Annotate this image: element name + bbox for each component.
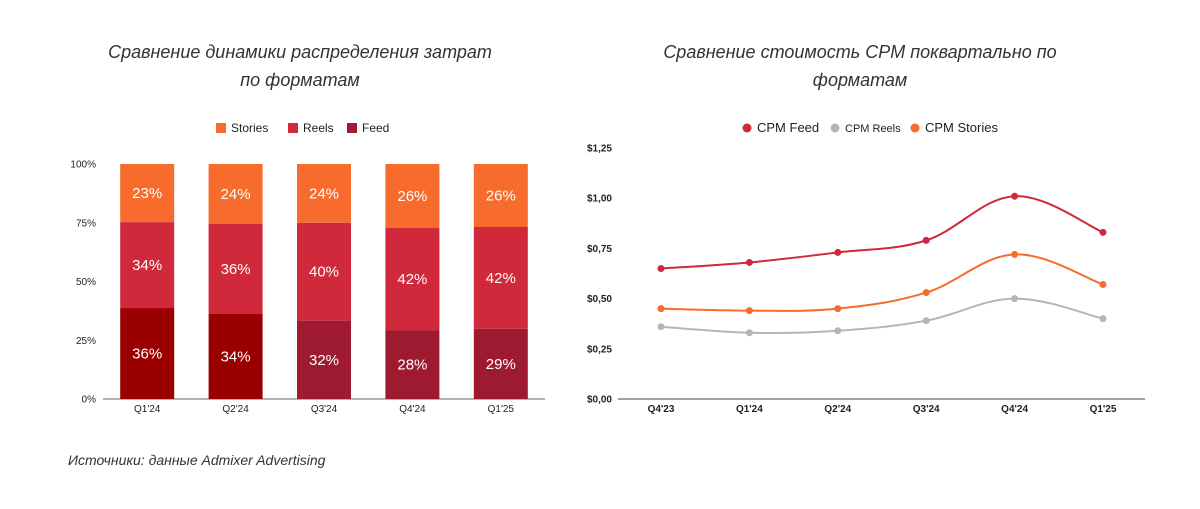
data-point-cpm-stories (657, 305, 665, 313)
legend-swatch-cpm-stories (910, 123, 920, 133)
y-tick-label: 0% (82, 395, 97, 406)
legend-label-stories: Stories (231, 121, 268, 135)
data-point-cpm-feed (834, 248, 842, 256)
series-line-cpm-reels (660, 297, 1104, 335)
bar-segment-reels (120, 222, 175, 309)
y-tick-label: $1,00 (587, 194, 612, 205)
bar-segment-stories (208, 164, 263, 224)
x-tick-label: Q3'24 (913, 404, 940, 415)
data-point-cpm-stories (1099, 281, 1107, 289)
series-line-cpm-stories (660, 253, 1104, 312)
bar-segment-stories (297, 164, 351, 223)
y-tick-label: $1,25 (587, 144, 612, 155)
bar-data-label: 34% (132, 257, 162, 274)
legend-label-reels: Reels (303, 121, 334, 135)
x-tick-label: Q4'24 (1001, 404, 1028, 415)
bar-segment-reels (297, 222, 351, 321)
source-note: Источники: данные Admixer Advertising (68, 452, 326, 468)
data-point-cpm-stories (745, 307, 753, 315)
y-tick-label: 50% (76, 277, 96, 288)
data-point-cpm-reels (1011, 295, 1019, 303)
data-point-cpm-feed (745, 258, 753, 266)
bar-segment-feed (297, 320, 351, 399)
x-tick-label: Q3'24 (311, 404, 338, 415)
data-point-cpm-reels (922, 317, 930, 325)
x-tick-label: Q1'25 (488, 404, 515, 415)
legend-label-cpm-feed: CPM Feed (757, 120, 819, 135)
data-point-cpm-feed (1099, 228, 1107, 236)
bar-segment-feed (208, 314, 263, 399)
bar-data-label: 42% (397, 271, 427, 288)
legend-swatch-reels (288, 123, 298, 133)
legend-swatch-cpm-reels (830, 123, 840, 133)
bar-segment-stories (385, 164, 440, 228)
bar-data-label: 24% (309, 185, 339, 202)
bar-segment-feed (473, 328, 528, 399)
legend-swatch-stories (216, 123, 226, 133)
bar-segment-reels (208, 224, 263, 314)
bar-data-label: 28% (397, 357, 427, 374)
data-point-cpm-reels (834, 327, 842, 335)
y-tick-label: $0,25 (587, 344, 612, 355)
x-tick-label: Q4'24 (399, 404, 426, 415)
y-tick-label: 100% (70, 160, 96, 171)
bar-data-label: 29% (486, 356, 516, 373)
data-point-cpm-stories (922, 289, 930, 297)
data-point-cpm-reels (745, 329, 753, 337)
series-line-cpm-feed (660, 195, 1104, 270)
y-tick-label: 75% (76, 218, 96, 229)
data-point-cpm-feed (1011, 192, 1019, 200)
data-point-cpm-feed (657, 264, 665, 272)
data-point-cpm-reels (657, 323, 665, 331)
y-tick-label: $0,75 (587, 244, 612, 255)
x-tick-label: Q4'23 (648, 404, 675, 415)
bar-segment-stories (120, 164, 175, 223)
x-tick-label: Q2'24 (824, 404, 851, 415)
bar-data-label: 34% (221, 349, 251, 366)
left-chart-title: Сравнение динамики распределения затрат … (108, 42, 492, 90)
bar-data-label: 40% (309, 264, 339, 281)
data-point-cpm-feed (922, 236, 930, 244)
x-tick-label: Q2'24 (222, 404, 249, 415)
bar-data-label: 26% (397, 188, 427, 205)
bar-data-label: 36% (221, 261, 251, 278)
bar-data-label: 32% (309, 352, 339, 369)
y-tick-label: $0,00 (587, 395, 612, 406)
x-tick-label: Q1'25 (1090, 404, 1117, 415)
legend-label-cpm-stories: CPM Stories (925, 120, 998, 135)
legend-label-cpm-reels: CPM Reels (845, 123, 901, 135)
bar-data-label: 42% (486, 270, 516, 287)
x-tick-label: Q1'24 (736, 404, 763, 415)
y-tick-label: 25% (76, 336, 96, 347)
bar-segment-feed (120, 308, 175, 399)
legend-label-feed: Feed (362, 121, 389, 135)
data-point-cpm-stories (1011, 250, 1019, 258)
right-chart-title: Сравнение стоимость CPM поквартально по … (663, 42, 1057, 90)
bar-segment-feed (385, 330, 440, 399)
bar-data-label: 23% (132, 185, 162, 202)
legend-swatch-cpm-feed (742, 123, 752, 133)
y-tick-label: $0,50 (587, 294, 612, 305)
bar-data-label: 24% (221, 186, 251, 203)
bar-data-label: 36% (132, 346, 162, 363)
legend-swatch-feed (347, 123, 357, 133)
bar-segment-reels (473, 226, 528, 329)
data-point-cpm-reels (1099, 315, 1107, 323)
bar-segment-stories (473, 164, 528, 227)
x-tick-label: Q1'24 (134, 404, 161, 415)
data-point-cpm-stories (834, 305, 842, 313)
bar-segment-reels (385, 227, 440, 331)
bar-data-label: 26% (486, 187, 516, 204)
